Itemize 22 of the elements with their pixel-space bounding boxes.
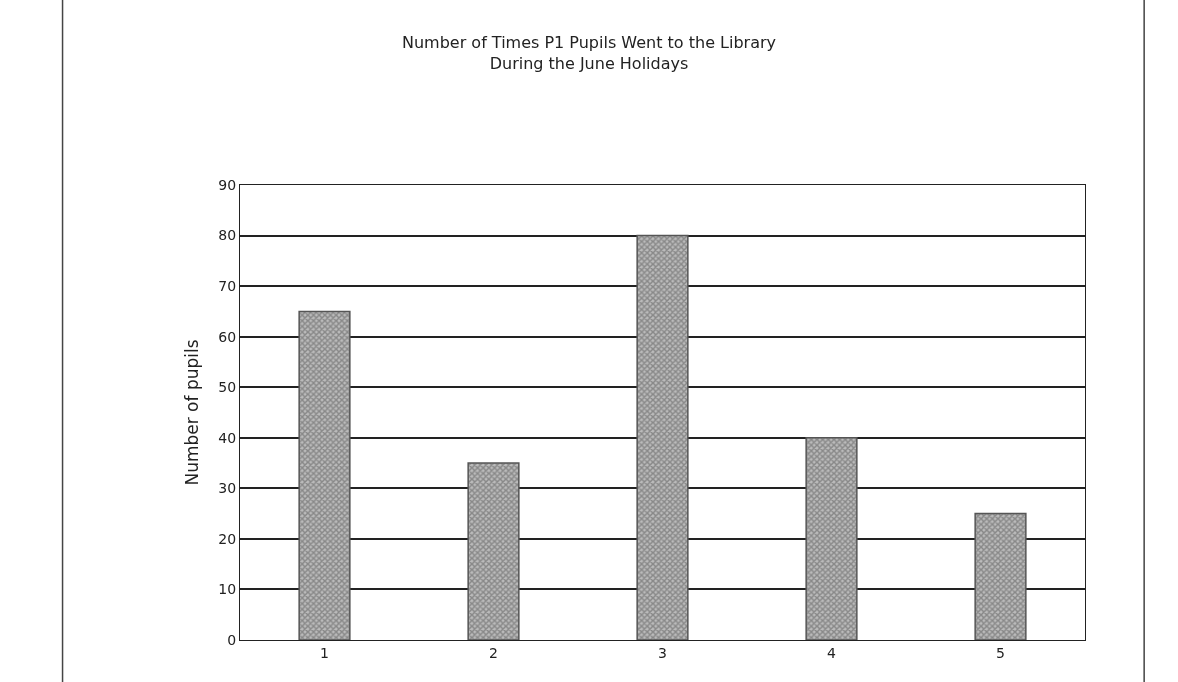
y-tick-label: 70 bbox=[218, 278, 237, 295]
x-tick-label: 1 bbox=[320, 644, 329, 661]
x-tick-label: 5 bbox=[996, 644, 1005, 661]
y-tick-label: 40 bbox=[218, 429, 237, 446]
y-tick-label: 80 bbox=[218, 227, 237, 244]
chart-title: Number of Times P1 Pupils Went to the Library During the June Holidays bbox=[402, 32, 776, 73]
bar bbox=[805, 437, 858, 640]
bar bbox=[974, 512, 1027, 640]
y-tick-label: 60 bbox=[218, 328, 237, 345]
y-tick-label: 90 bbox=[218, 176, 237, 193]
y-tick-label: 10 bbox=[218, 581, 237, 598]
y-tick-label: 30 bbox=[218, 480, 237, 497]
bar bbox=[636, 234, 689, 640]
bar bbox=[467, 462, 520, 640]
y-tick-label: 0 bbox=[227, 631, 237, 648]
x-tick-label: 3 bbox=[658, 644, 667, 661]
y-tick-label: 20 bbox=[218, 530, 237, 547]
y-axis-title: Number of pupils bbox=[181, 339, 202, 486]
x-tick-label: 4 bbox=[827, 644, 837, 661]
x-tick-label: 2 bbox=[489, 644, 498, 661]
bar bbox=[298, 310, 351, 640]
y-tick-label: 50 bbox=[218, 379, 237, 396]
